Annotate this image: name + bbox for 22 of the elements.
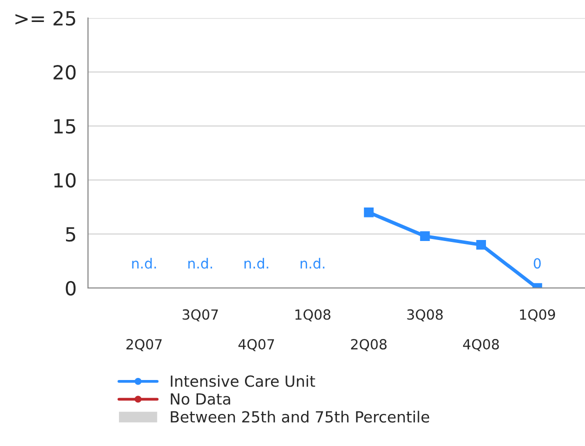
- x-tick-label: 3Q08: [407, 309, 443, 322]
- text: n.d.: [244, 258, 268, 269]
- legend-label: Between 25th and 75th Percentile: [170, 410, 430, 423]
- x-tick-label: 2Q08: [351, 339, 387, 352]
- legend-label: No Data: [170, 393, 230, 405]
- y-tick-label: 5: [66, 227, 76, 242]
- text: n.d.: [188, 258, 212, 269]
- y-tick-label: 10: [54, 172, 76, 188]
- text: n.d.: [300, 258, 324, 269]
- x-tick-label: 1Q09: [520, 309, 556, 322]
- y-tick-label: 15: [54, 119, 76, 134]
- y-tick-label: 20: [54, 64, 76, 80]
- text: n.d.: [132, 258, 156, 269]
- data-label: 0: [534, 258, 541, 269]
- y-tick-label: >= 25: [15, 10, 76, 26]
- x-tick-label: 1Q08: [295, 309, 330, 322]
- legend-label: Intensive Care Unit: [170, 375, 316, 387]
- x-tick-label: 4Q07: [238, 339, 274, 352]
- y-tick-label: 0: [66, 280, 76, 296]
- x-tick-label: 2Q07: [126, 339, 162, 352]
- x-tick-label: 4Q08: [463, 339, 499, 352]
- x-tick-label: 3Q07: [182, 309, 218, 322]
